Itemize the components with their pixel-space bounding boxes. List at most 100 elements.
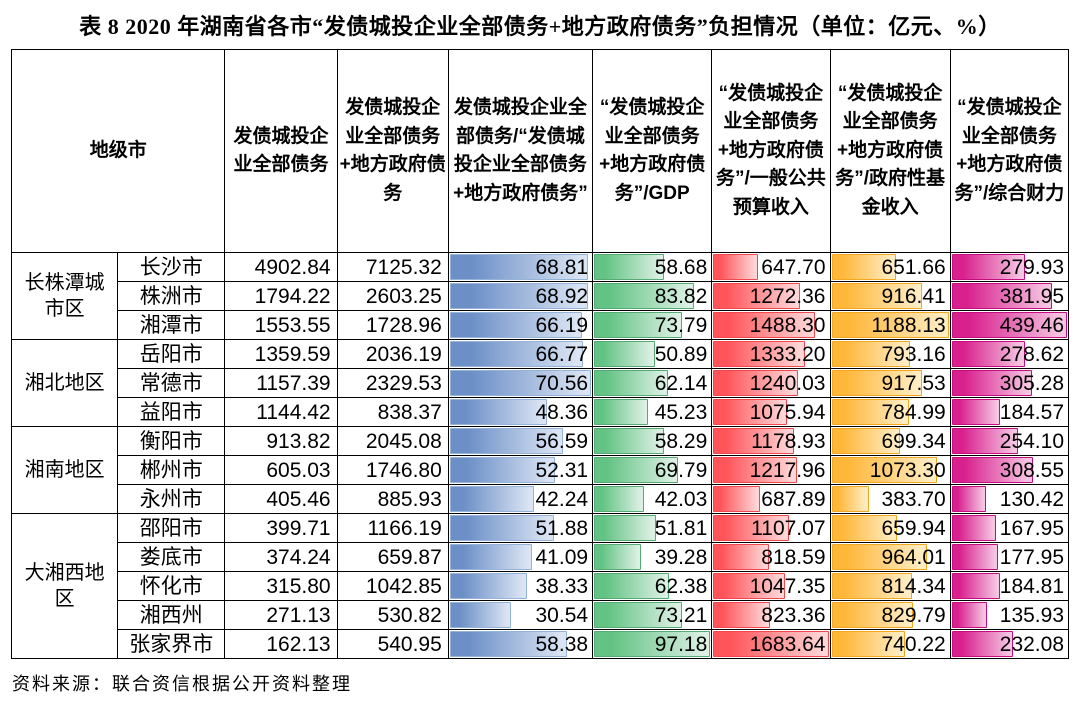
bar-value: 48.36 [535, 400, 589, 424]
table-row: 株洲市 1794.22 2603.25 68.92 83.82 1272.36 916.41… [12, 281, 1070, 311]
green-data-bar [594, 573, 669, 599]
bar-value: 254.10 [999, 429, 1064, 453]
bar-cell: 383.70 [829, 484, 951, 514]
bar-value: 62.14 [654, 371, 708, 395]
bar-cell: 1188.13 [829, 310, 951, 340]
bar-cell: 823.36 [711, 600, 831, 630]
red-data-bar [713, 631, 829, 657]
bar-value: 232.08 [999, 632, 1064, 656]
value-cell: 1157.39 [224, 368, 338, 398]
green-data-bar [594, 631, 711, 657]
bar-value: 56.59 [535, 429, 589, 453]
orange-data-bar [831, 457, 938, 483]
header-cell-total-debt: 发债城投企业全部债务 [224, 49, 338, 253]
value-cell: 530.82 [336, 600, 449, 630]
bar-value: 58.68 [654, 255, 708, 279]
bar-cell: 73.21 [592, 600, 713, 630]
bar-cell: 1240.03 [711, 368, 831, 398]
bar-value: 62.38 [654, 574, 708, 598]
bar-cell: 784.99 [829, 397, 951, 427]
red-data-bar [713, 573, 785, 599]
city-cell: 湘西州 [117, 600, 226, 630]
bar-cell: 68.92 [447, 281, 594, 311]
value-cell: 1728.96 [336, 310, 449, 340]
bar-value: 1075.94 [749, 400, 826, 424]
bar-cell: 439.46 [949, 310, 1070, 340]
green-data-bar [594, 457, 678, 483]
bar-cell: 50.89 [592, 339, 713, 369]
bar-cell: 651.66 [829, 252, 951, 282]
bar-cell: 51.81 [592, 513, 713, 543]
source-note: 资料来源：联合资信根据公开资料整理 [12, 674, 352, 694]
value-cell: 2045.08 [336, 426, 449, 456]
bar-value: 659.94 [881, 516, 946, 540]
bar-cell: 1075.94 [711, 397, 831, 427]
green-data-bar [594, 399, 649, 425]
value-cell: 7125.32 [336, 252, 449, 282]
bar-value: 30.54 [535, 603, 589, 627]
bar-cell: 48.36 [447, 397, 594, 427]
magenta-data-bar [951, 515, 996, 541]
region-cell: 长株潭城市区 [10, 252, 119, 340]
value-cell: 605.03 [224, 455, 338, 485]
city-cell: 郴州市 [117, 455, 226, 485]
bar-value: 39.28 [654, 545, 708, 569]
table-body: 长株潭城市区 长沙市 4902.84 7125.32 68.81 58.68 647.70 6… [10, 252, 1070, 659]
value-cell: 2329.53 [336, 368, 449, 398]
bar-value: 1240.03 [749, 371, 826, 395]
table-header: 地级市 发债城投企业全部债务 发债城投企业全部债务+地方政府债务 发债城投企业全… [10, 49, 1070, 253]
bar-value: 70.56 [535, 371, 589, 395]
value-cell: 1553.55 [224, 310, 338, 340]
bar-value: 45.23 [654, 400, 708, 424]
table-title: 表 8 2020 年湖南省各市“发债城投企业全部债务+地方政府债务”负担情况（单… [79, 14, 1001, 39]
header-cell-gdp-ratio: “发债城投企业全部债务+地方政府债务”/GDP [592, 49, 713, 253]
bar-value: 916.41 [881, 284, 946, 308]
city-cell: 永州市 [117, 484, 226, 514]
orange-data-bar [831, 602, 914, 628]
city-cell: 张家界市 [117, 629, 226, 659]
red-data-bar [713, 486, 761, 512]
green-data-bar [594, 254, 665, 280]
table-row: 怀化市 315.80 1042.85 38.33 62.38 1047.35 814.34 1… [12, 571, 1070, 601]
red-data-bar [713, 370, 799, 396]
table-row: 大湘西地区 邵阳市 399.71 1166.19 51.88 51.81 1107.07 65… [10, 513, 1070, 659]
bar-cell: 305.28 [949, 368, 1070, 398]
blue-data-bar [449, 573, 527, 599]
bar-cell: 308.55 [949, 455, 1070, 485]
value-cell: 540.95 [336, 629, 449, 659]
bar-cell: 699.34 [829, 426, 951, 456]
header-cell-debt-plus-gov: 发债城投企业全部债务+地方政府债务 [336, 49, 449, 253]
bar-cell: 1073.30 [829, 455, 951, 485]
bar-cell: 1107.07 [711, 513, 831, 543]
bar-value: 1488.30 [749, 313, 826, 337]
red-data-bar [713, 428, 794, 454]
value-cell: 405.46 [224, 484, 338, 514]
bar-value: 135.93 [999, 603, 1064, 627]
value-cell: 374.24 [224, 542, 338, 572]
bar-value: 1047.35 [749, 574, 826, 598]
orange-data-bar [831, 486, 870, 512]
bar-cell: 58.68 [592, 252, 713, 282]
bar-value: 184.81 [999, 574, 1064, 598]
red-data-bar [713, 254, 758, 280]
table-row: 郴州市 605.03 1746.80 52.31 69.79 1217.96 1073.30… [12, 455, 1070, 485]
bar-cell: 41.09 [447, 542, 594, 572]
value-cell: 1746.80 [336, 455, 449, 485]
city-cell: 怀化市 [117, 571, 226, 601]
value-cell: 1794.22 [224, 281, 338, 311]
orange-data-bar [831, 283, 922, 309]
bar-value: 58.29 [654, 429, 708, 453]
bar-cell: 39.28 [592, 542, 713, 572]
value-cell: 885.93 [336, 484, 449, 514]
bar-cell: 83.82 [592, 281, 713, 311]
orange-data-bar [831, 312, 949, 338]
bar-value: 647.70 [761, 255, 826, 279]
green-data-bar [594, 602, 682, 628]
bar-value: 1683.64 [749, 632, 826, 656]
bar-value: 41.09 [535, 545, 589, 569]
city-cell: 长沙市 [117, 252, 226, 282]
bar-value: 58.38 [535, 632, 589, 656]
bar-cell: 58.38 [447, 629, 594, 659]
bar-cell: 278.62 [949, 339, 1070, 369]
bar-cell: 62.14 [592, 368, 713, 398]
